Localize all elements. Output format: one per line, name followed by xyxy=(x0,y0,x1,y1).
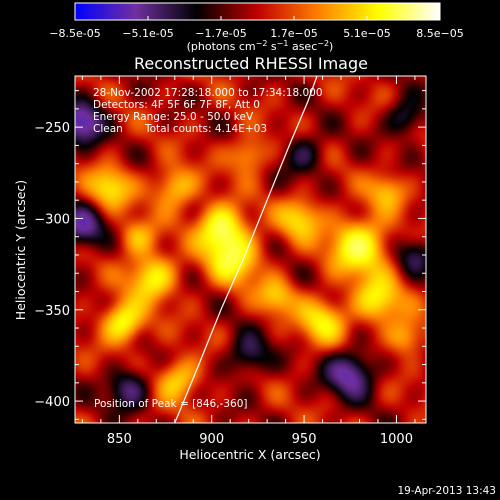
annotation-counts: Total counts: 4.14E+03 xyxy=(144,123,267,135)
colorbar xyxy=(74,2,441,21)
colorbar-unit: (photons cm−2 s−1 asec−2) xyxy=(187,39,334,53)
y-tick-label: −300 xyxy=(34,212,70,227)
x-tick-label: 900 xyxy=(199,432,224,447)
y-axis-label: Heliocentric Y (arcsec) xyxy=(13,180,28,320)
timestamp: 19-Apr-2013 13:43 xyxy=(397,485,496,497)
annotation-time: 28-Nov-2002 17:28:18.000 to 17:34:18.000 xyxy=(93,87,323,99)
colorbar-ticks: −8.5e-05 −5.1e-05 −1.7e-05 1.7e−05 5.1e−05 8.… xyxy=(49,16,464,40)
annotation-energy: Energy Range: 25.0 - 50.0 keV xyxy=(93,111,254,123)
x-tick-label: 950 xyxy=(292,432,317,447)
x-axis-ticks: 850 900 950 1000 xyxy=(81,76,416,447)
solar-limb-line xyxy=(174,76,318,423)
colorbar-tick-label: 1.7e−05 xyxy=(270,27,317,40)
x-tick-label: 850 xyxy=(107,432,132,447)
y-tick-label: −250 xyxy=(34,121,70,136)
colorbar-tick-label: 8.5e−05 xyxy=(416,27,463,40)
x-axis-label: Heliocentric X (arcsec) xyxy=(179,447,320,462)
colorbar-tick-label: −8.5e-05 xyxy=(49,27,100,40)
annotation-peak: Position of Peak = [846,-360] xyxy=(94,398,248,410)
annotation-method: Clean xyxy=(93,123,123,135)
colorbar-tick-label: 5.1e−05 xyxy=(343,27,390,40)
plot-frame xyxy=(74,75,427,424)
colorbar-tick-label: −5.1e-05 xyxy=(122,27,173,40)
colorbar-tick-label: −1.7e-05 xyxy=(195,27,246,40)
heatmap-image xyxy=(75,76,426,423)
y-axis-ticks: −250 −300 −350 −400 xyxy=(34,90,426,420)
y-tick-label: −350 xyxy=(34,304,70,319)
chart-title: Reconstructed RHESSI Image xyxy=(134,54,368,73)
x-tick-label: 1000 xyxy=(380,432,413,447)
annotation-detectors: Detectors: 4F 5F 6F 7F 8F, Att 0 xyxy=(93,99,260,111)
y-tick-label: −400 xyxy=(34,395,70,410)
